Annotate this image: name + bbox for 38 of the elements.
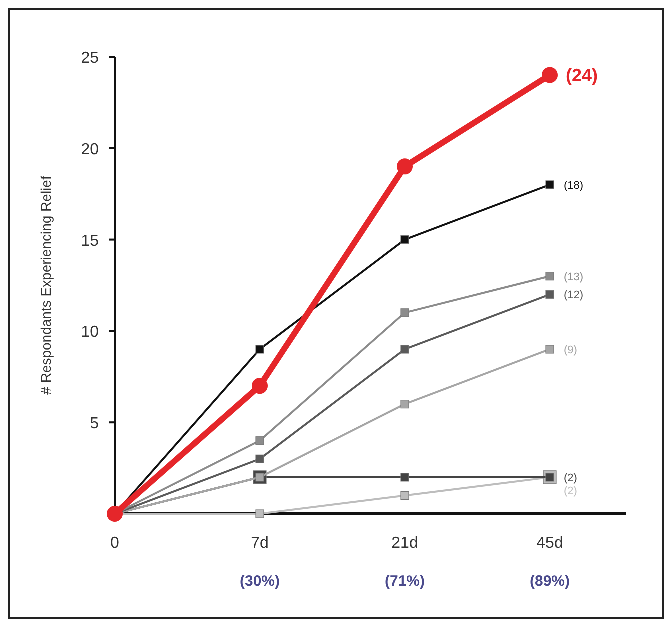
point	[546, 290, 554, 299]
point	[400, 491, 410, 500]
y-axis-title: # Respondants Experiencing Relief	[38, 176, 54, 395]
point	[546, 180, 554, 190]
point	[400, 473, 410, 482]
point	[107, 506, 123, 522]
point	[256, 454, 264, 464]
text: (89%)	[530, 573, 570, 590]
y-tick-label: 25	[81, 50, 100, 67]
point	[256, 510, 264, 518]
x-tick-label: 0	[110, 535, 120, 552]
point	[400, 236, 410, 244]
point	[546, 272, 554, 281]
text: (30%)	[240, 573, 280, 590]
data-label: (18)	[564, 180, 584, 192]
x-tick-label: 21d	[392, 535, 418, 552]
data-label: (9)	[564, 344, 578, 356]
x-tick-label: 45d	[536, 535, 564, 552]
point	[546, 345, 554, 354]
data-label: (12)	[564, 290, 584, 302]
y-tick-label: 20	[81, 141, 100, 158]
text: (71%)	[384, 573, 426, 590]
point	[397, 158, 413, 175]
point	[400, 400, 410, 409]
point	[400, 308, 410, 318]
point	[252, 378, 268, 394]
point	[256, 345, 264, 354]
data-label: (2)	[564, 485, 578, 498]
y-tick-label: 5	[90, 416, 100, 433]
point	[400, 345, 410, 354]
y-tick-label: 10	[81, 324, 100, 342]
point	[256, 436, 264, 446]
point	[542, 67, 558, 84]
data-label: (24)	[566, 65, 598, 86]
x-tick-label: 7d	[251, 535, 269, 552]
data-label: (13)	[564, 271, 584, 284]
y-tick-label: 15	[81, 232, 100, 250]
data-label: (2)	[564, 472, 578, 484]
